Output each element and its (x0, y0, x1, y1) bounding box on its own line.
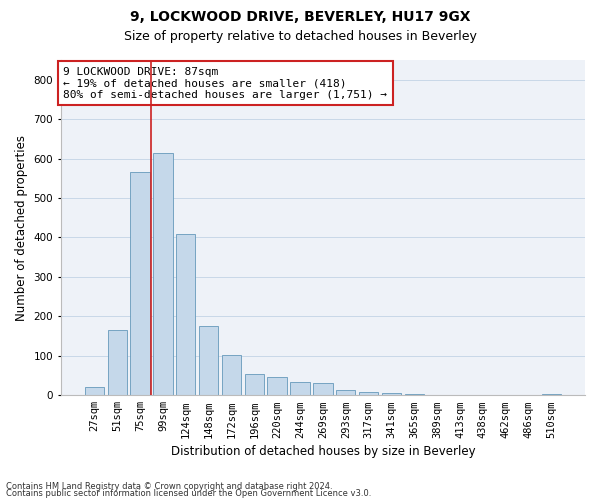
Bar (382, 393, 401, 395)
Bar (245, 374, 264, 395)
Bar (222, 355, 241, 395)
Bar (290, 382, 310, 395)
Text: Contains public sector information licensed under the Open Government Licence v3: Contains public sector information licen… (6, 489, 371, 498)
Bar (130, 172, 150, 395)
Bar (176, 234, 196, 395)
Text: Contains HM Land Registry data © Crown copyright and database right 2024.: Contains HM Land Registry data © Crown c… (6, 482, 332, 491)
Bar (153, 152, 173, 395)
Y-axis label: Number of detached properties: Number of detached properties (15, 134, 28, 320)
Bar (199, 326, 218, 395)
Bar (542, 394, 561, 395)
Text: Size of property relative to detached houses in Beverley: Size of property relative to detached ho… (124, 30, 476, 43)
Bar (85, 388, 104, 395)
Text: 9 LOCKWOOD DRIVE: 87sqm
← 19% of detached houses are smaller (418)
80% of semi-d: 9 LOCKWOOD DRIVE: 87sqm ← 19% of detache… (64, 66, 388, 100)
Text: 9, LOCKWOOD DRIVE, BEVERLEY, HU17 9GX: 9, LOCKWOOD DRIVE, BEVERLEY, HU17 9GX (130, 10, 470, 24)
Bar (107, 330, 127, 395)
Bar (404, 394, 424, 395)
Bar (268, 378, 287, 395)
X-axis label: Distribution of detached houses by size in Beverley: Distribution of detached houses by size … (170, 444, 475, 458)
Bar (313, 384, 332, 395)
Bar (336, 390, 355, 395)
Bar (359, 392, 379, 395)
